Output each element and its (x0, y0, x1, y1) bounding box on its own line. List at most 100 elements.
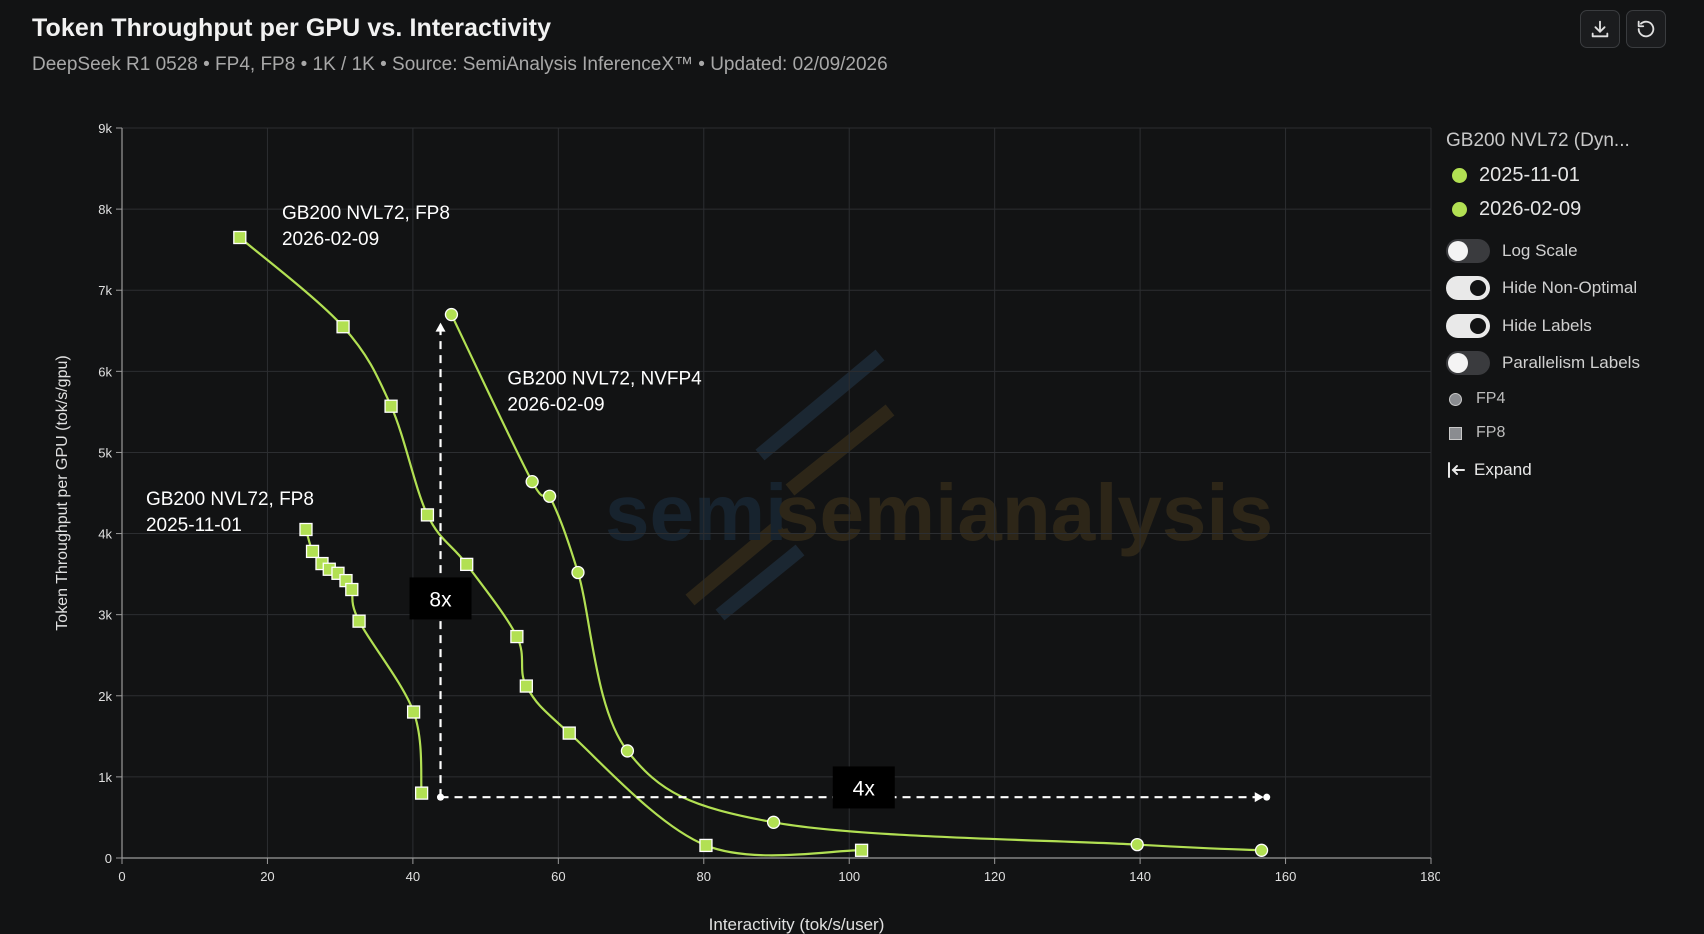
download-icon (1591, 20, 1609, 38)
data-point-square (562, 726, 576, 740)
shape-legend-fp8: FP8 (1446, 416, 1696, 450)
chart-toolbar (1580, 10, 1666, 48)
data-point-square (345, 582, 359, 597)
y-tick-label: 2k (98, 689, 112, 704)
download-button[interactable] (1580, 10, 1620, 48)
data-point-square (406, 705, 421, 719)
arrow-annotations: 8x 4x (409, 322, 1271, 809)
data-point-square (233, 230, 247, 245)
data-point-square (519, 679, 533, 693)
x-tick-label: 0 (118, 869, 125, 884)
data-point-circle (525, 474, 539, 489)
legend-item-2025-11-01[interactable]: 2025-11-01 (1446, 158, 1696, 192)
y-tick-label: 0 (105, 851, 112, 866)
data-point-circle (444, 307, 459, 322)
x-axis-label: Interactivity (tok/s/user) (709, 915, 885, 934)
data-point-square (384, 399, 398, 413)
series-line-1 (239, 236, 862, 857)
toggle-switch[interactable] (1446, 313, 1490, 338)
x-tick-label: 140 (1129, 869, 1151, 884)
series-annotations: GB200 NVL72, FP8 2026-02-09 GB200 NVL72, N… (146, 203, 702, 536)
toggle-label: Log Scale (1502, 240, 1578, 260)
circle-marker-icon (1449, 392, 1462, 406)
series-annotation-line1: GB200 NVL72, NVFP4 (507, 368, 702, 389)
toggle-switch[interactable] (1446, 238, 1490, 263)
square-marker-icon (1449, 426, 1462, 440)
x-tick-label: 120 (984, 869, 1006, 884)
data-point-circle (571, 565, 585, 580)
arrow-label-box (832, 766, 895, 809)
data-point-square (336, 320, 350, 334)
arrow-origin-dot (437, 793, 445, 801)
x-tick-label: 100 (838, 869, 860, 884)
legend-dot-icon (1452, 201, 1467, 217)
legend-dot-icon (1452, 167, 1467, 183)
arrow-label: 4x (853, 777, 876, 800)
arrow-label: 8x (429, 588, 452, 611)
expand-button[interactable]: Expand (1446, 450, 1696, 490)
series-annotation-line2: 2025-11-01 (146, 515, 242, 536)
series-annotation-line1: GB200 NVL72, FP8 (282, 203, 450, 224)
y-tick-label: 1k (98, 770, 112, 785)
legend-item-2026-02-09[interactable]: 2026-02-09 (1446, 192, 1696, 226)
y-tick-label: 9k (98, 121, 112, 136)
legend-item-label: 2025-11-01 (1479, 163, 1580, 186)
data-point-circle (1130, 837, 1144, 852)
toggle-label: Parallelism Labels (1502, 353, 1640, 373)
data-point-square (352, 614, 366, 628)
legend-title: GB200 NVL72 (Dyn... (1446, 130, 1630, 151)
x-tick-label: 20 (260, 869, 274, 884)
toggle-hide-non-optimal[interactable]: Hide Non-Optimal (1446, 270, 1696, 308)
data-point-square (299, 522, 313, 537)
y-tick-label: 7k (98, 283, 112, 298)
arrow-head (435, 322, 446, 332)
y-axis-label: Token Throughput per GPU (tok/s/gpu) (54, 355, 71, 630)
chart-subtitle: DeepSeek R1 0528 • FP4, FP8 • 1K / 1K • … (32, 54, 888, 75)
data-point-circle (542, 489, 557, 503)
collapse-left-icon (1448, 462, 1465, 478)
series-annotation-line2: 2026-02-09 (282, 229, 379, 250)
data-point-circle (1254, 843, 1269, 857)
y-tick-label: 6k (98, 364, 112, 379)
data-point-circle (766, 815, 781, 829)
series-annotation-line2: 2026-02-09 (507, 394, 604, 415)
toggle-switch[interactable] (1446, 351, 1490, 376)
toggle-parallelism-labels[interactable]: Parallelism Labels (1446, 345, 1696, 383)
data-point-square (460, 557, 474, 572)
data-point-square (854, 843, 869, 857)
arrow-head (1254, 792, 1264, 803)
y-tick-label: 8k (98, 202, 112, 217)
watermark-text: semianalysis (775, 468, 1273, 557)
data-point-square (510, 629, 524, 644)
shape-legend-label: FP8 (1476, 424, 1506, 441)
arrow-end-dot (1263, 793, 1271, 801)
toggle-hide-labels[interactable]: Hide Labels (1446, 307, 1696, 345)
y-tick-label: 3k (98, 608, 112, 623)
data-point-square (414, 786, 429, 800)
data-point-square (305, 544, 320, 559)
legend-item-label: 2026-02-09 (1479, 197, 1582, 220)
x-tick-label: 160 (1275, 869, 1297, 884)
reset-icon (1637, 20, 1655, 38)
svg-text:semi: semi (605, 468, 787, 557)
data-point-circle (620, 744, 635, 758)
y-tick-label: 4k (98, 527, 112, 542)
chart-canvas: semi semianalysis 0 20 40 60 80 100 120 140 160 1… (54, 121, 1440, 934)
expand-label: Expand (1474, 460, 1532, 479)
data-point-square (420, 508, 435, 522)
shape-legend-label: FP4 (1476, 390, 1506, 407)
x-tick-label: 60 (551, 869, 565, 884)
series-line-2 (450, 314, 1262, 852)
chart-axes: 0 20 40 60 80 100 120 140 160 180 0 1k 2k 3k 4k 5k 6k 7k 8… (54, 121, 1440, 934)
y-tick-label: 5k (98, 445, 112, 460)
data-point-square (699, 838, 713, 853)
toggle-log-scale[interactable]: Log Scale (1446, 232, 1696, 270)
toggle-switch[interactable] (1446, 276, 1490, 301)
arrow-label-box (409, 577, 472, 620)
x-tick-label: 40 (406, 869, 420, 884)
series-points (233, 230, 1269, 857)
x-tick-label: 180 (1420, 869, 1440, 884)
chart-legend: GB200 NVL72 (Dyn... 2025-11-01 2026-02-0… (1446, 130, 1696, 490)
toggle-label: Hide Non-Optimal (1502, 278, 1638, 298)
reset-button[interactable] (1626, 10, 1666, 48)
